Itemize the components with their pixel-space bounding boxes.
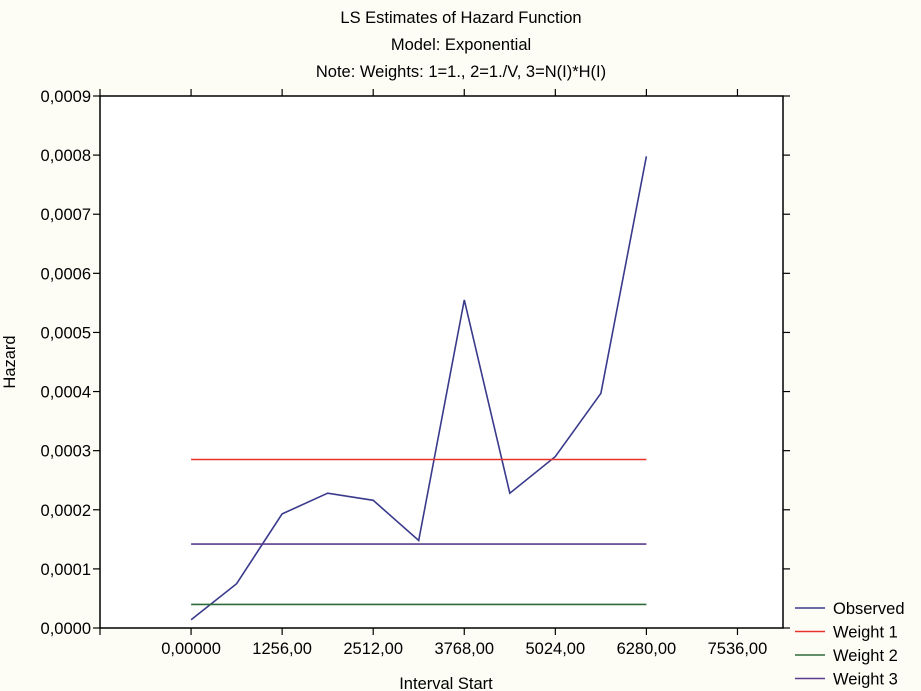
chart-title-line-1: LS Estimates of Hazard Function	[340, 9, 581, 27]
legend-label: Observed	[833, 600, 905, 618]
chart-title-line-3: Note: Weights: 1=1., 2=1./V, 3=N(I)*H(I)	[316, 63, 606, 81]
y-tick-label: 0,0000	[41, 620, 91, 638]
legend: Observed Weight 1 Weight 2 Weight 3	[795, 600, 905, 689]
y-tick-label: 0,0009	[41, 88, 91, 106]
y-tick-label: 0,0008	[41, 147, 91, 165]
legend-label: Weight 3	[833, 671, 898, 689]
x-tick-label: 6280,00	[617, 640, 677, 658]
y-tick-label: 0,0007	[41, 206, 91, 224]
y-tick-label: 0,0003	[41, 443, 91, 461]
chart-title-line-2: Model: Exponential	[391, 36, 531, 54]
x-axis: 0,00000 1256,00 2512,00 3768,00 5024,00 6280,…	[99, 89, 768, 658]
x-tick-label: 5024,00	[526, 640, 586, 658]
legend-label: Weight 2	[833, 647, 898, 665]
y-tick-label: 0,0001	[41, 561, 91, 579]
x-axis-title: Interval Start	[399, 675, 493, 691]
x-tick-label: 2512,00	[343, 640, 403, 658]
y-tick-label: 0,0006	[41, 265, 91, 283]
legend-label: Weight 1	[833, 624, 898, 642]
y-tick-label: 0,0002	[41, 502, 91, 520]
y-axis-title: Hazard	[1, 335, 19, 388]
y-axis: 0,0000 0,0001 0,0002 0,0003 0,0004 0,0005 0,00…	[41, 88, 790, 638]
x-tick-label: 7536,00	[708, 640, 768, 658]
x-tick-label: 1256,00	[252, 640, 312, 658]
y-tick-label: 0,0005	[41, 324, 91, 342]
x-tick-label: 0,00000	[161, 640, 221, 658]
series-line-observed	[190, 156, 648, 621]
plot-area	[99, 95, 784, 629]
y-tick-label: 0,0004	[41, 384, 91, 402]
series-layer	[190, 156, 648, 621]
x-tick-label: 3768,00	[434, 640, 494, 658]
